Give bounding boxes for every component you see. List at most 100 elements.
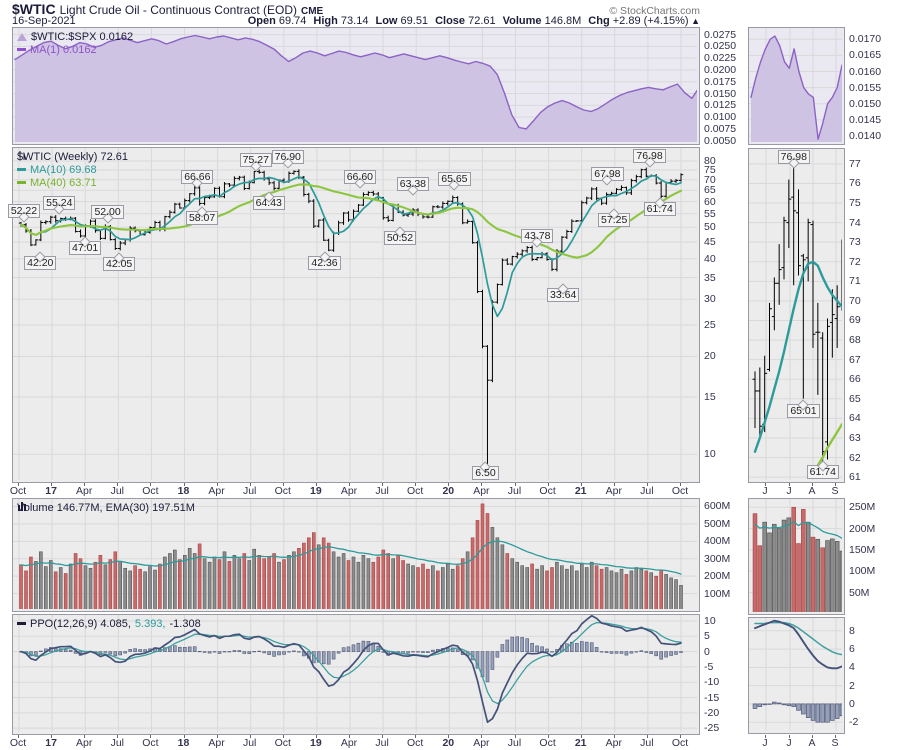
- ticker-symbol: $WTIC: [12, 1, 56, 17]
- x-axis-tick: [547, 735, 549, 738]
- quote-value: 69.74: [275, 15, 307, 27]
- x-axis-label: S: [831, 737, 839, 749]
- ppo-legend: PPO(12,26,9) 4.085, 5.393, -1.308: [17, 617, 201, 630]
- ppo-label-1: PPO(12,26,9) 4.085,: [30, 617, 131, 630]
- x-axis-tick: [680, 735, 681, 738]
- x-axis-tick: [580, 483, 582, 486]
- x-axis-label: Jul: [110, 485, 125, 497]
- ma10-label: MA(10) 69.68: [30, 163, 97, 176]
- x-axis-label: Oct: [274, 737, 291, 749]
- x-axis-label: 19: [310, 485, 322, 497]
- price-callout-label: 58.07: [185, 211, 219, 226]
- x-axis-tick: [282, 483, 284, 486]
- ppo-label-3: -1.308: [169, 617, 201, 630]
- x-axis-tick: [382, 735, 384, 738]
- price-callout-label: 61.74: [643, 202, 676, 217]
- axis-tick-label: 100M: [704, 587, 731, 600]
- x-axis-label: J: [762, 485, 768, 497]
- x-axis-label: Apr: [76, 485, 93, 497]
- x-axis-tick: [580, 735, 582, 738]
- axis-tick-label: 63: [849, 431, 861, 444]
- x-axis-tick: [613, 735, 615, 738]
- axis-tick-label: 300M: [704, 552, 731, 565]
- x-axis-label: Jul: [640, 485, 654, 497]
- x-axis-tick: [514, 735, 516, 738]
- x-axis-label: J: [762, 737, 768, 749]
- axis-tick-label: 75: [849, 197, 861, 210]
- x-axis-label: Oct: [274, 485, 291, 497]
- price-callout-label: 76.98: [633, 149, 666, 164]
- x-axis-tick: [51, 735, 53, 738]
- x-axis-label: Jul: [507, 737, 522, 749]
- axis-tick-label: 0.0170: [849, 33, 882, 46]
- quote-label: Chg: [588, 15, 610, 27]
- x-axis-label: Oct: [9, 737, 27, 749]
- price-callout-label: 66.60: [343, 169, 376, 184]
- x-axis-tick: [789, 483, 790, 486]
- axis-tick-label: 45: [704, 236, 716, 249]
- axis-tick-label: 0.0140: [849, 129, 882, 142]
- area-chart-icon: [17, 32, 27, 41]
- x-axis-tick: [150, 735, 152, 738]
- x-axis-label: Jul: [110, 737, 125, 749]
- x-axis-label: Apr: [208, 737, 225, 749]
- quote-value: 73.14: [337, 15, 369, 27]
- x-axis-tick: [765, 483, 766, 486]
- x-axis-label: Jul: [507, 485, 522, 497]
- price-legend: $WTIC (Weekly) 72.61 MA(10) 69.68 MA(40)…: [17, 150, 128, 189]
- ratio-panel: $WTIC:$SPX 0.0162 MA(1) 0.0162: [12, 27, 700, 145]
- price-callout-label: 75.27: [239, 152, 272, 167]
- quote-label: Volume: [502, 15, 542, 27]
- axis-tick-label: 20: [704, 350, 716, 363]
- axis-tick-label: 200M: [849, 522, 876, 535]
- mini-ppo-panel: [748, 617, 845, 734]
- axis-tick-label: 66: [849, 373, 861, 386]
- ma40-label: MA(40) 63.71: [30, 176, 97, 189]
- x-axis-label: Apr: [473, 485, 490, 497]
- price-callout-label: 67.98: [591, 166, 624, 181]
- axis-tick-label: 150M: [849, 543, 876, 556]
- x-axis-tick: [18, 735, 19, 738]
- axis-tick-label: 76: [849, 177, 861, 190]
- axis-tick-label: 74: [849, 216, 861, 229]
- axis-tick-label: 0.0145: [849, 113, 882, 126]
- axis-tick-label: -20: [704, 706, 720, 719]
- axis-tick-label: -25: [704, 722, 720, 735]
- x-axis-tick: [183, 483, 185, 486]
- axis-tick-label: 65: [704, 184, 716, 197]
- axis-tick-label: 0.0175: [704, 75, 737, 88]
- x-axis-tick: [481, 483, 483, 486]
- axis-tick-label: 72: [849, 255, 861, 268]
- axis-tick-label: 0.0200: [704, 63, 737, 76]
- quote-row: 16-Sep-2021 Open 69.74 High 73.14 Low 69.5…: [12, 15, 700, 27]
- x-axis-label: Jul: [640, 737, 654, 749]
- x-axis-label: Oct: [142, 485, 159, 497]
- x-axis-label: Oct: [142, 737, 159, 749]
- axis-tick-label: 80: [704, 154, 716, 167]
- axis-tick-label: -10: [704, 676, 720, 689]
- axis-tick-label: 400M: [704, 535, 731, 548]
- volume-bars-icon: [18, 502, 26, 511]
- ma-line-icon: [17, 48, 26, 51]
- x-axis-label: Oct: [539, 485, 556, 497]
- axis-tick-label: 200M: [704, 570, 731, 583]
- x-axis-label: 19: [310, 737, 322, 749]
- x-axis-tick: [789, 735, 790, 738]
- exchange-label: CME: [301, 6, 324, 17]
- ratio-y-axis: 0.0275 0.0250 0.0225 0.0200 0.0175 0.0150 0.01…: [701, 27, 746, 147]
- axis-tick-label: 10: [704, 448, 716, 461]
- axis-tick-label: -5: [704, 660, 714, 673]
- x-axis-label: 20: [442, 737, 455, 749]
- ratio-ma-label: MA(1) 0.0162: [30, 43, 97, 56]
- x-axis-tick: [183, 735, 185, 738]
- m-price-plot: [749, 149, 842, 480]
- x-axis-tick: [680, 483, 681, 486]
- axis-tick-label: 50: [704, 221, 716, 234]
- ppo-label-2: 5.393,: [134, 617, 166, 630]
- price-callout-label: 43.78: [521, 228, 554, 243]
- mini-volume-panel: [748, 498, 845, 615]
- axis-tick-label: 0.0150: [704, 87, 737, 100]
- x-axis-tick: [117, 483, 119, 486]
